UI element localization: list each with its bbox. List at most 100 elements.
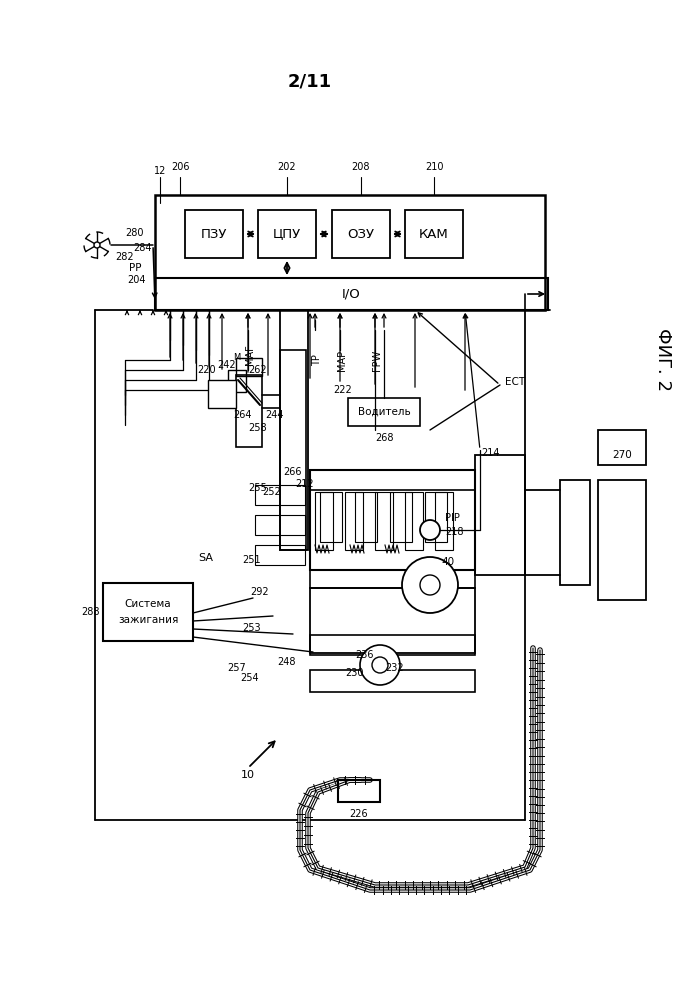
Text: ПЗУ: ПЗУ [201,228,227,240]
Text: 248: 248 [278,657,296,667]
Text: MAF: MAF [245,345,255,365]
Text: 10: 10 [241,770,255,780]
Text: КАМ: КАМ [419,228,449,240]
Text: MAP: MAP [337,349,347,371]
Bar [255,485,305,505]
Text: 266: 266 [284,467,302,477]
Bar [310,570,475,588]
Bar [475,460,525,570]
Bar [338,780,380,802]
Text: ФИГ. 2: ФИГ. 2 [654,328,672,391]
Bar [310,635,475,655]
Bar [405,210,463,258]
Bar [255,515,305,535]
Text: 252: 252 [263,487,282,497]
Bar [348,398,420,426]
Text: PP: PP [129,263,141,273]
Text: 204: 204 [128,275,146,285]
Text: 258: 258 [249,423,267,433]
Bar [375,492,393,550]
Text: ECT: ECT [505,377,525,387]
Bar [345,492,363,550]
Bar [355,492,377,542]
Text: 253: 253 [243,623,261,633]
Bar [236,375,262,447]
Bar [280,350,306,550]
Bar [185,210,243,258]
Circle shape [372,657,388,673]
Text: 268: 268 [375,433,394,443]
Text: 292: 292 [251,587,269,597]
Text: 282: 282 [116,252,134,262]
Text: 257: 257 [228,663,246,673]
Bar [598,480,646,600]
Text: 218: 218 [445,527,463,537]
Text: 244: 244 [266,410,284,420]
Text: 212: 212 [296,479,315,489]
Text: 220: 220 [197,365,216,375]
Bar [155,195,545,310]
Text: 226: 226 [350,809,368,819]
Text: зажигания: зажигания [118,615,178,625]
Bar [425,492,447,542]
Text: 280: 280 [124,228,143,238]
Bar [560,480,590,585]
Text: 210: 210 [425,162,443,172]
Bar [310,588,475,653]
Circle shape [402,557,458,613]
Text: FPW: FPW [372,349,382,371]
Text: Водитель: Водитель [358,407,410,417]
Bar [103,583,193,641]
Text: 208: 208 [352,162,370,172]
Text: 262: 262 [249,365,267,375]
Text: 230: 230 [346,668,364,678]
Text: ЦПУ: ЦПУ [273,228,301,240]
Text: 206: 206 [171,162,189,172]
Circle shape [94,242,100,248]
Text: 255: 255 [249,483,268,493]
Bar [310,670,475,692]
Circle shape [420,520,440,540]
Circle shape [420,575,440,595]
Text: 264: 264 [233,410,251,420]
Text: ОЗУ: ОЗУ [347,228,375,240]
Bar [258,210,316,258]
Bar [228,370,246,392]
Text: 222: 222 [333,385,352,395]
Text: 40: 40 [442,557,454,567]
Circle shape [360,645,400,685]
Bar [155,278,548,310]
Bar [236,358,262,376]
Bar [390,492,412,542]
Text: PIP: PIP [445,513,460,523]
Text: I/O: I/O [342,288,361,300]
Text: 232: 232 [386,663,404,673]
Bar [255,545,305,565]
Bar [310,470,475,490]
Bar [598,430,646,465]
Text: 251: 251 [243,555,261,565]
Text: 242: 242 [217,360,236,370]
Bar [280,310,308,550]
Bar [475,455,525,575]
Bar [315,492,333,550]
Polygon shape [208,380,236,408]
Bar [435,492,453,550]
Bar [310,470,475,570]
Text: M: M [233,354,240,362]
Text: 270: 270 [612,450,632,460]
Text: Система: Система [124,599,171,609]
Text: 2/11: 2/11 [288,73,332,91]
Bar [320,492,342,542]
Text: 214: 214 [481,448,499,458]
Text: 202: 202 [278,162,296,172]
Text: SA: SA [198,553,213,563]
Text: 254: 254 [240,673,259,683]
Text: 236: 236 [356,650,374,660]
Text: 288: 288 [82,607,100,617]
Text: 12: 12 [154,166,166,176]
Bar [332,210,390,258]
Bar [208,380,236,408]
Bar [405,492,423,550]
Text: 284: 284 [133,243,151,253]
